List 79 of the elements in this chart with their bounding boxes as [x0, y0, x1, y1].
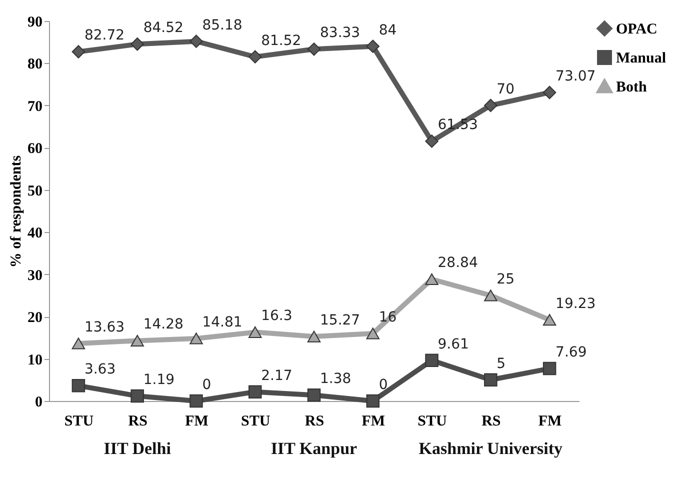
y-tick-label: 20 — [28, 310, 42, 326]
data-label: 1.19 — [143, 372, 175, 388]
point — [130, 334, 144, 347]
data-label: 83.33 — [320, 25, 360, 42]
legend-label: Both — [616, 80, 648, 96]
point — [484, 98, 498, 112]
y-tick-label: 60 — [28, 141, 42, 158]
data-label: 9.61 — [438, 336, 469, 352]
y-tick-label: 50 — [28, 183, 42, 200]
x-tick-label: FM — [362, 414, 386, 430]
x-tick-label: FM — [538, 414, 562, 430]
data-label: 70 — [496, 81, 514, 98]
y-tick-label: 10 — [28, 352, 42, 368]
point — [190, 34, 203, 48]
point — [425, 273, 438, 286]
y-axis-title: % of respondents — [8, 155, 24, 268]
data-label: 73.07 — [556, 68, 596, 84]
data-label: 14.81 — [202, 314, 242, 330]
y-tick-label: 40 — [28, 226, 42, 242]
data-label: 5 — [496, 356, 506, 372]
legend-label: Manual — [616, 50, 666, 66]
point — [484, 373, 498, 387]
x-tick-label: STU — [241, 414, 270, 430]
data-label: 15.27 — [320, 312, 360, 329]
data-label: 0 — [202, 377, 212, 393]
x-tick-label: FM — [185, 414, 208, 430]
point — [130, 38, 144, 51]
point — [72, 379, 86, 392]
x-tick-label: STU — [64, 414, 94, 430]
data-label: 84.52 — [143, 20, 184, 36]
point — [248, 385, 262, 398]
data-label: 28.84 — [438, 255, 478, 272]
point — [190, 332, 203, 344]
point — [542, 314, 556, 326]
point — [307, 388, 321, 402]
point — [307, 42, 321, 56]
point — [190, 394, 203, 408]
point — [72, 338, 86, 350]
point — [425, 354, 438, 368]
point — [366, 328, 380, 340]
x-tick-label: RS — [128, 414, 148, 430]
y-tick-label: 80 — [28, 56, 42, 73]
y-tick-label: 0 — [35, 394, 42, 410]
data-label: 85.18 — [202, 17, 242, 34]
data-label: 84 — [378, 22, 397, 38]
point — [484, 290, 498, 302]
data-label: 1.38 — [320, 371, 352, 388]
data-label: 25 — [496, 271, 514, 288]
x-tick-label: RS — [304, 414, 324, 430]
data-label: 7.69 — [556, 344, 587, 361]
data-label: 16 — [378, 309, 397, 326]
point — [366, 40, 380, 53]
text: IIT Kanpur — [270, 439, 358, 458]
point — [425, 134, 438, 148]
point — [130, 389, 144, 403]
data-label: 3.63 — [84, 362, 116, 378]
data-label: 19.23 — [556, 296, 596, 312]
data-label: 2.17 — [261, 368, 292, 384]
data-label: 13.63 — [84, 319, 125, 336]
data-label: 16.3 — [261, 308, 292, 324]
y-tick-label: 30 — [28, 268, 42, 284]
point — [542, 86, 556, 100]
point — [248, 50, 262, 64]
point — [248, 326, 262, 338]
text: IIT Delhi — [104, 439, 172, 458]
point — [542, 362, 556, 376]
text: Kashmir University — [418, 439, 564, 458]
data-label: 0 — [378, 377, 388, 393]
data-label: 81.52 — [261, 32, 302, 49]
y-tick-label: 70 — [28, 98, 42, 115]
legend-label: OPAC — [616, 22, 658, 38]
data-label: 82.72 — [84, 28, 125, 44]
point — [366, 394, 380, 408]
y-tick-label: 90 — [28, 14, 42, 30]
data-label: 14.28 — [143, 316, 184, 333]
x-tick-label: RS — [482, 414, 501, 430]
point — [72, 45, 86, 58]
point — [307, 330, 321, 342]
x-tick-label: STU — [418, 414, 448, 430]
